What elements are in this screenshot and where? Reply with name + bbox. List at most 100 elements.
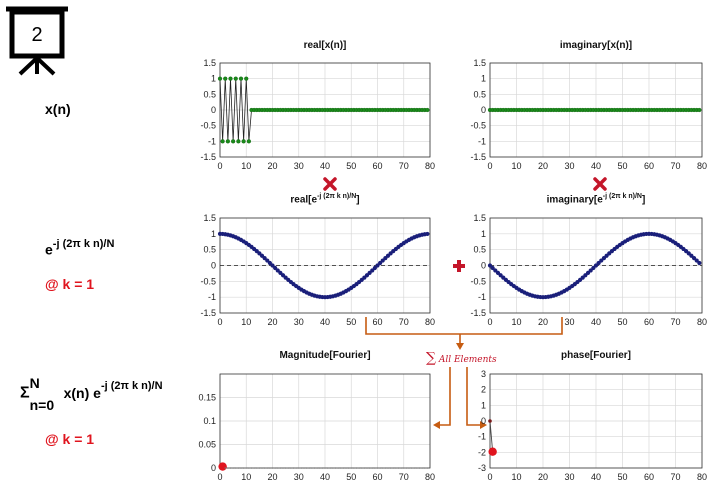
k-equals-1-label-2: @ k = 1 xyxy=(45,431,95,447)
data-point xyxy=(353,467,355,469)
x-tick-label: 30 xyxy=(564,472,574,482)
x-tick-label: 60 xyxy=(372,317,382,327)
data-point xyxy=(241,139,246,144)
data-point xyxy=(273,265,278,271)
sum-lower: n=0 xyxy=(29,397,55,413)
x-tick-label: 80 xyxy=(697,317,707,327)
data-point xyxy=(269,467,271,469)
data-point xyxy=(271,467,274,469)
x-tick-label: 0 xyxy=(217,317,222,327)
x-tick-label: 10 xyxy=(511,472,521,482)
chart-imag_e: 0 10 20 30 40 50 60 70 80 1.5 1 0.5 0 -0.5 -1 -1.5 xyxy=(470,213,707,327)
data-point xyxy=(379,467,381,469)
y-tick-label: 0 xyxy=(481,416,486,426)
y-tick-label: 1 xyxy=(481,74,486,84)
x-tick-label: 60 xyxy=(372,161,382,171)
data-point xyxy=(305,467,308,469)
x-tick-label: 70 xyxy=(399,161,409,171)
data-point xyxy=(231,139,236,144)
y-tick-label: -3 xyxy=(478,463,486,473)
data-point xyxy=(488,447,497,456)
data-point xyxy=(295,467,297,469)
x-tick-label: 60 xyxy=(372,472,382,482)
x-tick-label: 50 xyxy=(617,161,627,171)
multiply-icon-2 xyxy=(593,177,607,191)
x-tick-label: 10 xyxy=(511,317,521,327)
data-point xyxy=(279,467,282,469)
data-point xyxy=(378,260,383,266)
down-arrowhead xyxy=(456,343,464,350)
chart-real_e: 0 10 20 30 40 50 60 70 80 1.5 1 0.5 0 -0.5 -1 -1.5 xyxy=(200,213,435,327)
x-tick-label: 50 xyxy=(346,317,356,327)
sum-all-text: All Elements xyxy=(438,355,497,365)
y-tick-label: -1.5 xyxy=(200,152,216,162)
data-point xyxy=(425,107,430,113)
y-tick-label: -2 xyxy=(478,447,486,457)
data-point xyxy=(274,467,276,469)
data-point xyxy=(244,76,249,81)
y-tick-label: -1 xyxy=(478,292,486,302)
x-tick-label: 0 xyxy=(487,161,492,171)
x-tick-label: 0 xyxy=(487,472,492,482)
data-point xyxy=(255,467,258,469)
y-tick-label: 2 xyxy=(481,385,486,395)
data-point xyxy=(376,467,379,469)
data-point xyxy=(329,467,332,469)
data-point xyxy=(350,467,353,469)
y-tick-label: -1 xyxy=(208,292,216,302)
x-tick-label: 50 xyxy=(346,472,356,482)
data-point xyxy=(332,467,334,469)
y-tick-label: 1.5 xyxy=(473,213,486,223)
data-point xyxy=(358,467,360,469)
data-point xyxy=(292,467,295,469)
data-point xyxy=(236,139,241,144)
x-tick-label: 10 xyxy=(241,317,251,327)
xn-label: x(n) xyxy=(45,101,71,117)
x-tick-label: 30 xyxy=(294,161,304,171)
data-point xyxy=(266,467,269,469)
data-point xyxy=(405,467,408,469)
x-tick-label: 40 xyxy=(320,472,330,482)
data-point xyxy=(397,467,400,469)
data-point xyxy=(220,139,225,144)
x-tick-label: 80 xyxy=(425,161,435,171)
data-point xyxy=(345,467,347,469)
title-imag-e-base: imaginary[e xyxy=(546,194,603,206)
data-point xyxy=(223,76,228,81)
data-point xyxy=(421,467,423,469)
sum-all-elements: ∑ All Elements xyxy=(426,350,497,366)
data-point xyxy=(229,467,232,469)
x-tick-label: 40 xyxy=(591,161,601,171)
series-line xyxy=(489,420,494,452)
x-tick-label: 60 xyxy=(644,472,654,482)
chart-mag: 0 10 20 30 40 50 60 70 80 0.15 0.1 0.05 0 xyxy=(198,373,435,482)
x-tick-label: 40 xyxy=(591,317,601,327)
data-point xyxy=(342,467,345,469)
x-tick-label: 80 xyxy=(697,161,707,171)
x-tick-label: 70 xyxy=(670,317,680,327)
x-tick-label: 80 xyxy=(697,472,707,482)
data-point xyxy=(493,268,498,273)
data-point xyxy=(232,467,234,469)
data-point xyxy=(233,76,238,81)
data-point xyxy=(234,467,237,469)
data-point xyxy=(253,467,255,469)
data-point xyxy=(225,139,230,144)
presentation-board-icon: 2 xyxy=(6,6,68,76)
title-imag-e: imaginary[e-j (2π k n)/N] xyxy=(490,193,702,205)
x-tick-label: 30 xyxy=(294,472,304,482)
data-point xyxy=(402,467,405,469)
arrow-to-phase xyxy=(466,367,482,426)
data-point xyxy=(371,467,374,469)
y-tick-label: 0 xyxy=(481,261,486,271)
title-phase: phase[Fourier] xyxy=(560,350,631,361)
data-point xyxy=(237,467,240,469)
data-point xyxy=(339,467,342,469)
x-tick-label: 10 xyxy=(511,161,521,171)
data-point xyxy=(316,467,318,469)
data-point xyxy=(308,467,311,469)
data-point xyxy=(258,467,261,469)
data-point xyxy=(588,268,593,273)
